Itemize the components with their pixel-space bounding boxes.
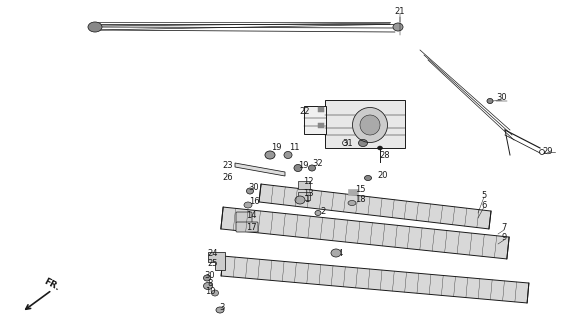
Ellipse shape xyxy=(88,22,102,32)
Ellipse shape xyxy=(360,115,380,135)
Text: 1: 1 xyxy=(305,196,310,204)
FancyBboxPatch shape xyxy=(304,106,326,134)
Text: 25: 25 xyxy=(208,260,218,268)
Ellipse shape xyxy=(309,165,316,171)
FancyBboxPatch shape xyxy=(298,181,310,189)
Ellipse shape xyxy=(216,307,224,313)
Text: FR.: FR. xyxy=(43,277,61,293)
Ellipse shape xyxy=(204,283,212,290)
Text: 12: 12 xyxy=(303,178,313,187)
Text: 22: 22 xyxy=(299,108,310,116)
Ellipse shape xyxy=(358,140,368,147)
Ellipse shape xyxy=(348,201,356,205)
Text: 11: 11 xyxy=(288,143,299,153)
Ellipse shape xyxy=(265,151,275,159)
Text: 8: 8 xyxy=(207,279,213,289)
Text: 27: 27 xyxy=(370,125,380,134)
Text: 26: 26 xyxy=(223,172,233,181)
Polygon shape xyxy=(208,252,225,270)
Ellipse shape xyxy=(246,188,253,194)
Text: 18: 18 xyxy=(355,196,365,204)
Ellipse shape xyxy=(204,275,211,281)
FancyBboxPatch shape xyxy=(236,212,252,223)
Ellipse shape xyxy=(487,99,493,103)
Text: 5: 5 xyxy=(481,190,486,199)
Text: 9: 9 xyxy=(501,234,507,243)
Ellipse shape xyxy=(212,290,219,296)
Text: 20: 20 xyxy=(378,171,388,180)
Ellipse shape xyxy=(315,211,321,215)
Ellipse shape xyxy=(353,108,388,142)
Text: 2: 2 xyxy=(320,206,325,215)
Text: 3: 3 xyxy=(219,303,224,313)
Polygon shape xyxy=(235,163,285,176)
Text: 4: 4 xyxy=(338,249,343,258)
Text: 30: 30 xyxy=(249,183,259,193)
Text: 13: 13 xyxy=(303,188,313,197)
Text: 21: 21 xyxy=(395,7,405,17)
Polygon shape xyxy=(221,207,509,259)
Text: 7: 7 xyxy=(501,223,507,233)
Text: 17: 17 xyxy=(246,223,256,233)
Text: 28: 28 xyxy=(380,150,390,159)
Text: 32: 32 xyxy=(313,158,323,167)
Polygon shape xyxy=(259,184,491,229)
Text: 16: 16 xyxy=(249,197,259,206)
FancyBboxPatch shape xyxy=(298,192,310,200)
FancyBboxPatch shape xyxy=(325,100,405,148)
Ellipse shape xyxy=(295,196,305,204)
Text: 19: 19 xyxy=(298,161,308,170)
Ellipse shape xyxy=(284,151,292,158)
Text: 19: 19 xyxy=(271,143,281,153)
Text: 10: 10 xyxy=(205,287,215,297)
Bar xyxy=(318,123,324,128)
Ellipse shape xyxy=(393,23,403,31)
Bar xyxy=(318,107,324,112)
Polygon shape xyxy=(221,256,529,303)
Text: 15: 15 xyxy=(355,186,365,195)
Bar xyxy=(348,189,358,195)
Ellipse shape xyxy=(294,164,302,172)
Text: 24: 24 xyxy=(208,250,218,259)
Text: 6: 6 xyxy=(481,201,486,210)
Text: 29: 29 xyxy=(543,148,553,156)
Ellipse shape xyxy=(365,175,372,180)
Text: 14: 14 xyxy=(246,212,256,220)
Ellipse shape xyxy=(331,249,341,257)
FancyBboxPatch shape xyxy=(236,222,258,232)
Ellipse shape xyxy=(377,146,383,150)
Ellipse shape xyxy=(244,202,252,208)
Text: 23: 23 xyxy=(223,162,233,171)
Text: 31: 31 xyxy=(343,139,353,148)
Text: 30: 30 xyxy=(205,271,215,281)
Text: 30: 30 xyxy=(497,93,507,102)
